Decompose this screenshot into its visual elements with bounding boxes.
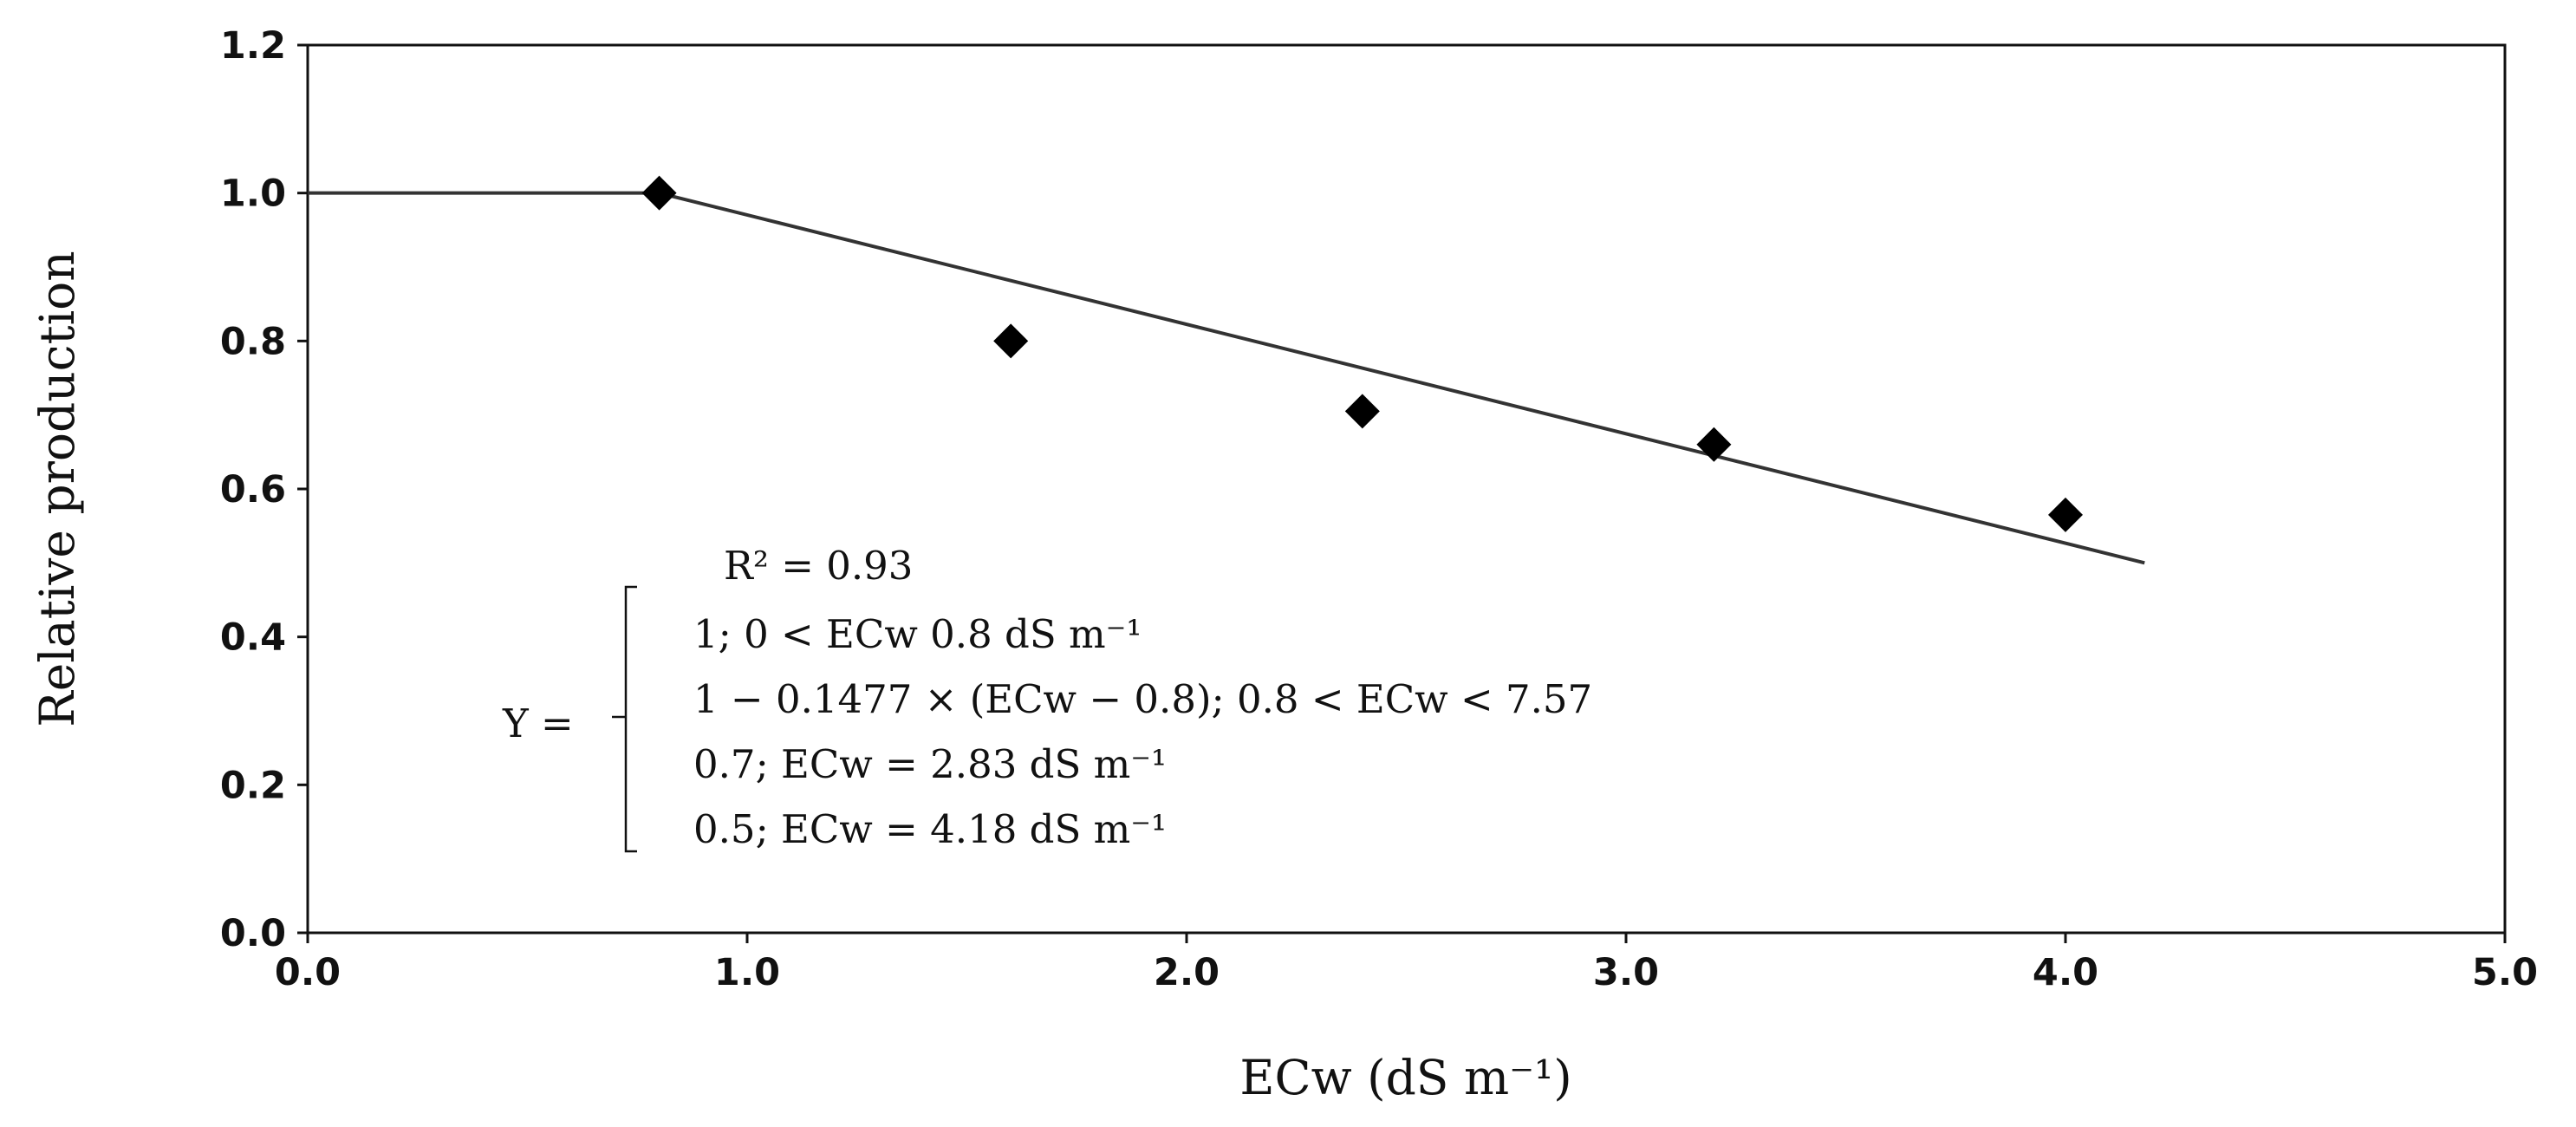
x-tick-label: 3.0	[1593, 951, 1659, 994]
data-point-diamond	[1344, 394, 1380, 429]
y-axis-title: Relative production	[29, 251, 85, 726]
x-axis-title: ECw (dS m⁻¹)	[1239, 1050, 1571, 1105]
data-point-diamond	[1696, 427, 1732, 462]
data-point-diamond	[2048, 497, 2083, 532]
y-tick-label: 0.6	[220, 468, 286, 511]
x-tick-label: 5.0	[2472, 951, 2538, 994]
x-tick-label: 1.0	[714, 951, 780, 994]
y-axis: 0.0 0.2 0.4 0.6 0.8 1.0 1.2	[220, 24, 308, 955]
x-tick-label: 0.0	[275, 951, 341, 994]
y-tick-label: 0.2	[220, 764, 286, 807]
y-tick-label: 0.4	[220, 616, 286, 660]
r-squared-label: R² = 0.93	[724, 543, 913, 589]
x-tick-label: 4.0	[2033, 951, 2098, 994]
y-tick-label: 1.2	[220, 24, 286, 68]
data-point-diamond	[641, 175, 677, 211]
equation-line-4: 0.5; ECw = 4.18 dS m⁻¹	[693, 806, 1167, 852]
equation-line-1: 1; 0 < ECw 0.8 dS m⁻¹	[693, 611, 1142, 657]
data-points	[641, 175, 2083, 532]
equation-line-3: 0.7; ECw = 2.83 dS m⁻¹	[693, 741, 1167, 787]
equation-annotation: R² = 0.93 Y = 1; 0 < ECw 0.8 dS m⁻¹ 1 − …	[502, 543, 1592, 853]
data-point-diamond	[993, 323, 1029, 359]
x-axis: 0.0 1.0 2.0 3.0 4.0 5.0	[275, 933, 2538, 994]
equation-line-2: 1 − 0.1477 × (ECw − 0.8); 0.8 < ECw < 7.…	[693, 676, 1592, 722]
equation-lhs: Y =	[502, 700, 574, 746]
equation-brace	[612, 585, 637, 853]
y-tick-label: 0.8	[220, 320, 286, 363]
x-tick-label: 2.0	[1154, 951, 1220, 994]
y-tick-label: 0.0	[220, 912, 286, 955]
y-tick-label: 1.0	[220, 173, 286, 216]
fitted-line	[308, 191, 2145, 565]
plot-area-frame	[306, 43, 2507, 935]
